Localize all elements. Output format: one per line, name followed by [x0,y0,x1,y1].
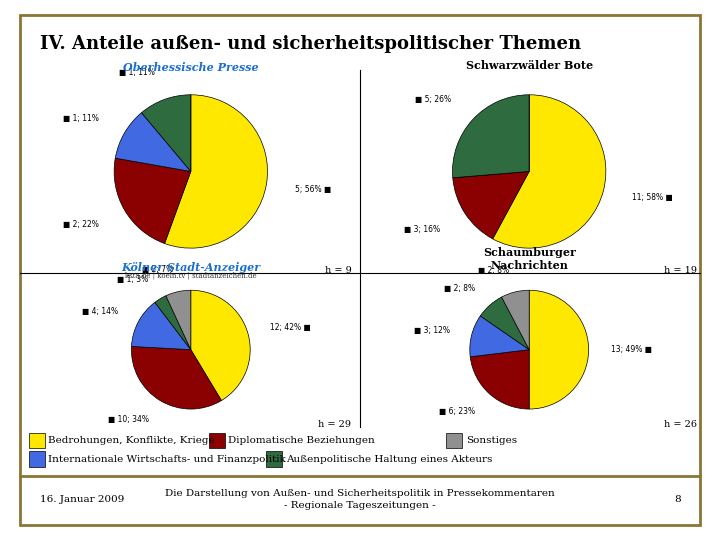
Text: ■ 3; 16%: ■ 3; 16% [405,225,441,234]
Wedge shape [165,95,267,248]
Wedge shape [470,316,529,357]
Text: ■ 4; 14%: ■ 4; 14% [82,307,118,316]
Wedge shape [480,297,529,350]
Text: Schaumburger
Nachrichten: Schaumburger Nachrichten [483,247,575,271]
Text: 16. Januar 2009: 16. Januar 2009 [40,495,124,504]
Wedge shape [453,172,529,178]
Text: h = 29: h = 29 [318,420,351,429]
Text: ■ 1; 11%: ■ 1; 11% [119,68,155,77]
Text: Außenpolitische Haltung eines Akteurs: Außenpolitische Haltung eines Akteurs [286,455,492,463]
Text: ■ 2; 22%: ■ 2; 22% [63,220,99,229]
Wedge shape [502,290,529,350]
Text: 5; 56% ■: 5; 56% ■ [295,185,331,194]
Text: h = 9: h = 9 [325,266,351,275]
Wedge shape [132,347,222,409]
Text: ■ 1; 11%: ■ 1; 11% [63,114,99,123]
Text: Bedrohungen, Konflikte, Kriege: Bedrohungen, Konflikte, Kriege [48,436,215,444]
Text: Oberhessische Presse: Oberhessische Presse [123,62,258,73]
Wedge shape [142,95,191,172]
Text: 13; 49% ■: 13; 49% ■ [611,345,652,354]
Bar [446,433,462,448]
Wedge shape [470,350,529,409]
Wedge shape [453,172,529,239]
Text: ■ 3; 12%: ■ 3; 12% [413,326,449,335]
Text: ■ 2; 8%: ■ 2; 8% [479,266,510,274]
Text: IV. Anteile außen- und sicherheitspolitischer Themen: IV. Anteile außen- und sicherheitspoliti… [40,35,581,53]
Text: ■ 1; 3%: ■ 1; 3% [117,275,148,284]
Text: Sonstiges: Sonstiges [466,436,517,444]
Wedge shape [191,290,250,401]
Wedge shape [453,95,529,178]
Text: Internationale Wirtschafts- und Finanzpolitik: Internationale Wirtschafts- und Finanzpo… [48,455,286,463]
Text: ■ 2; 8%: ■ 2; 8% [444,284,475,293]
Text: 11; 58% ■: 11; 58% ■ [631,193,672,202]
Text: ■ 10; 34%: ■ 10; 34% [107,415,148,424]
Text: ■ 2; 7%: ■ 2; 7% [142,265,174,274]
Text: 8: 8 [674,495,680,504]
Text: Kölner Stadt-Anzeiger: Kölner Stadt-Anzeiger [121,262,261,273]
Wedge shape [166,290,191,350]
Bar [209,433,225,448]
Text: h = 19: h = 19 [664,266,697,275]
Wedge shape [115,113,191,172]
Wedge shape [155,296,191,350]
Wedge shape [529,290,589,409]
Text: ■ 5; 26%: ■ 5; 26% [415,95,451,104]
Wedge shape [114,158,191,244]
Text: Diplomatische Beziehungen: Diplomatische Beziehungen [228,436,375,444]
Text: 12; 42% ■: 12; 42% ■ [270,323,310,332]
Bar [29,451,45,467]
Text: h = 26: h = 26 [664,420,697,429]
Bar [266,451,282,467]
Text: ■ 6; 23%: ■ 6; 23% [438,407,475,415]
Wedge shape [492,95,606,248]
Wedge shape [132,302,191,350]
Text: ksta.de | koeln.tv | stadtanzeichen.de: ksta.de | koeln.tv | stadtanzeichen.de [125,272,256,280]
Bar [29,433,45,448]
Text: Die Darstellung von Außen- und Sicherheitspolitik in Pressekommentaren
- Regiona: Die Darstellung von Außen- und Sicherhei… [165,489,555,510]
Text: Schwarzwälder Bote: Schwarzwälder Bote [466,60,593,71]
